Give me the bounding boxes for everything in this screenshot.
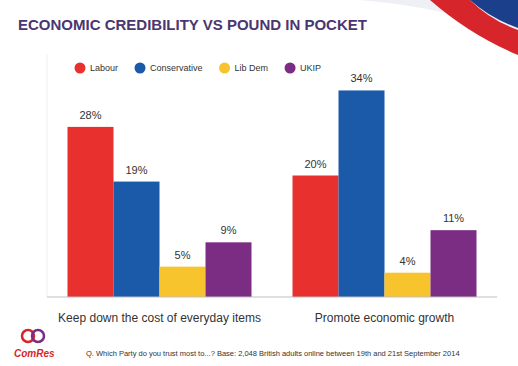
bar	[339, 90, 385, 297]
x-tick-label: Promote economic growth	[315, 311, 454, 325]
chart-container: ECONOMIC CREDIBILITY VS POUND IN POCKET 2…	[0, 0, 518, 366]
legend-label: Conservative	[150, 63, 203, 73]
footnote: Q. Which Party do you trust most to...? …	[86, 349, 460, 358]
legend-label: Lib Dem	[235, 63, 269, 73]
bar	[206, 242, 252, 297]
data-label: 28%	[79, 109, 101, 121]
baseline	[47, 297, 497, 298]
bars	[68, 90, 477, 297]
swoosh-red	[430, 0, 518, 55]
bar	[431, 230, 477, 297]
swoosh-blue	[470, 0, 518, 28]
bar	[385, 273, 431, 297]
legend-label: UKIP	[300, 63, 321, 73]
data-label: 11%	[443, 212, 464, 224]
legend-marker	[135, 63, 146, 74]
legend-label: Labour	[90, 63, 118, 73]
title: ECONOMIC CREDIBILITY VS POUND IN POCKET	[18, 16, 367, 33]
decoration	[360, 0, 518, 55]
legend-marker	[75, 63, 86, 74]
legend: Labour Conservative Lib Dem UKIP	[75, 63, 322, 74]
logo-ring	[32, 330, 44, 342]
bar	[68, 127, 114, 297]
data-label: 4%	[400, 255, 416, 267]
bar	[160, 267, 206, 297]
bar	[293, 176, 339, 298]
data-label: 19%	[125, 164, 147, 176]
legend-marker	[285, 63, 296, 74]
data-label: 34%	[350, 72, 372, 84]
logo: ComRes	[14, 330, 55, 359]
chart-svg: ECONOMIC CREDIBILITY VS POUND IN POCKET 2…	[0, 0, 518, 366]
data-label: 5%	[175, 249, 191, 261]
bar	[114, 182, 160, 297]
data-labels: 28% 19% 5% 9% 20% 34% 4% 11%	[79, 72, 464, 266]
x-tick-label: Keep down the cost of everyday items	[58, 311, 261, 325]
logo-text: ComRes	[14, 348, 55, 359]
y-axis-line	[47, 54, 48, 297]
data-label: 20%	[304, 158, 326, 170]
legend-marker	[219, 63, 230, 74]
data-label: 9%	[221, 224, 237, 236]
